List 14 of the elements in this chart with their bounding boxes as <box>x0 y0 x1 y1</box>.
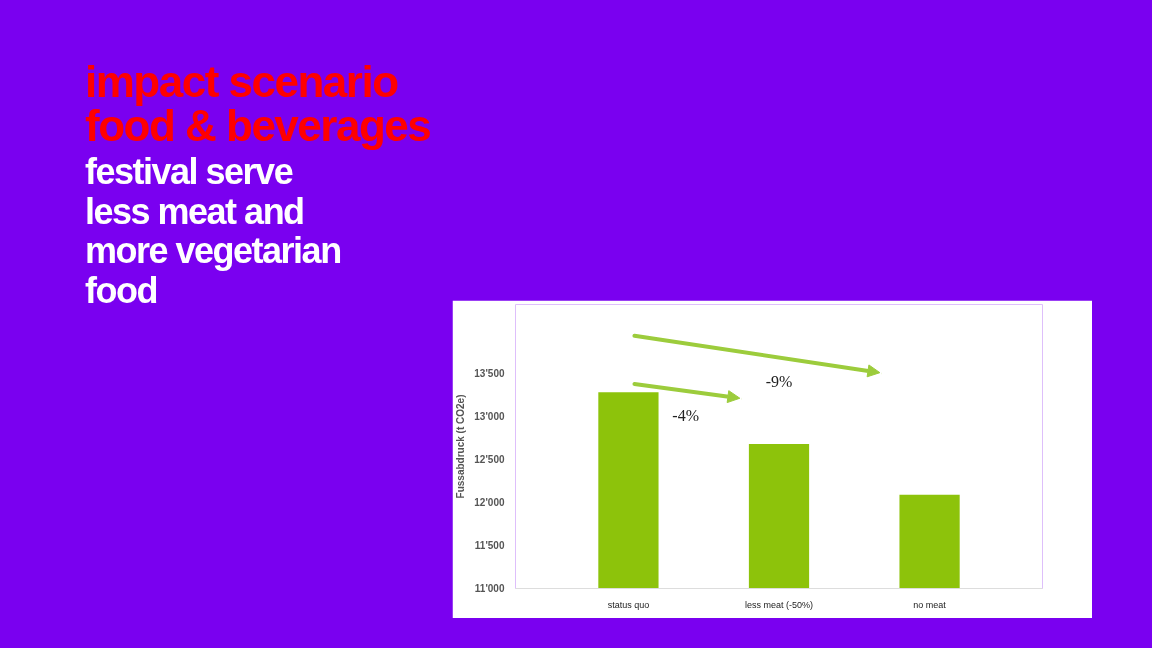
y-tick-label: 12'000 <box>474 496 505 508</box>
chart-title: impact scenario food & beverages <box>85 57 431 150</box>
y-tick-label: 11'000 <box>474 583 505 594</box>
x-tick-label: status quo <box>607 599 650 610</box>
text: festival serve less meat and more vegetarian food <box>85 151 342 311</box>
y-tick-label: 13'000 <box>474 410 505 422</box>
y-tick-label: 13'500 <box>474 367 505 379</box>
y-tick-label: 11'500 <box>474 539 505 551</box>
annotation: -9% <box>765 372 793 390</box>
x-tick-label: less meat (-50%) <box>744 599 814 610</box>
y-tick-label: 12'500 <box>474 453 505 465</box>
x-tick-label: no meat <box>913 599 947 610</box>
y-axis-title: Fussabdruck (t CO2e) <box>455 394 467 499</box>
annotation: -4% <box>672 406 699 424</box>
